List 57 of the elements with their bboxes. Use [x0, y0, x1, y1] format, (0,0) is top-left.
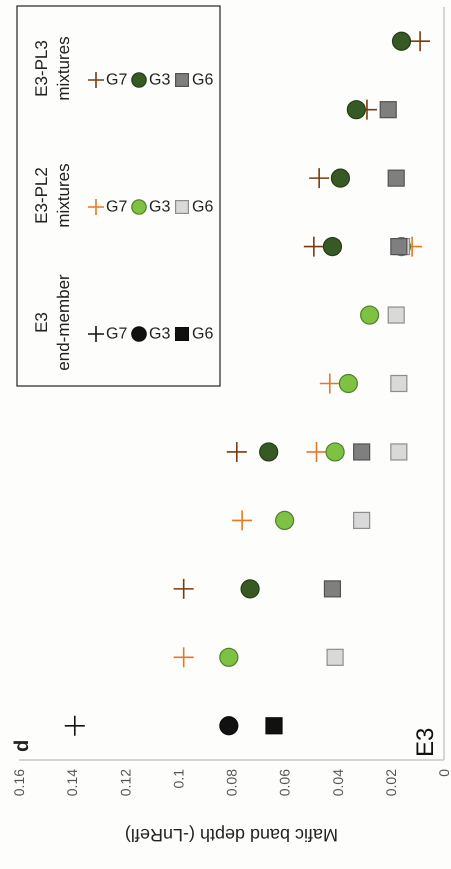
point: [392, 32, 412, 51]
point: [388, 170, 405, 187]
legend-label: G3: [149, 72, 170, 88]
point: [172, 646, 194, 668]
point: [172, 578, 194, 600]
point: [322, 236, 342, 256]
point: [338, 374, 358, 394]
legend-label: G6: [192, 72, 214, 88]
x-tick-label: 0.16: [11, 768, 27, 796]
annotation: E3 end-member: [32, 274, 73, 371]
legend-label: G6: [192, 198, 214, 216]
legend-label: G7: [106, 326, 128, 342]
annotation: E3-PL2 mixtures: [32, 163, 73, 228]
point: [231, 510, 253, 532]
legend-label: G7: [106, 72, 128, 88]
point: [303, 236, 325, 258]
point: [219, 648, 238, 667]
point: [259, 442, 278, 462]
point: [346, 100, 366, 120]
point: [390, 238, 408, 256]
legend-label: G3: [149, 198, 170, 216]
point: [325, 442, 345, 462]
legend-label: G3: [149, 326, 170, 342]
x-tick-label: 0.12: [117, 768, 134, 796]
point: [226, 441, 248, 463]
annotation: d: [11, 740, 33, 752]
legend-label: G6: [192, 326, 214, 342]
point: [390, 374, 408, 392]
point: [388, 306, 405, 324]
point: [306, 441, 328, 463]
x-tick-label: 0.06: [276, 768, 293, 796]
point: [360, 305, 380, 325]
point: [326, 648, 344, 666]
x-tick-label: 0.04: [330, 768, 346, 796]
x-tick-label: 0.1: [170, 768, 186, 788]
x-axis-title: Mafic band depth (-LnRefl): [124, 825, 338, 845]
point: [330, 168, 350, 188]
point: [308, 167, 330, 189]
x-tick-label: 0.02: [382, 768, 399, 796]
point: [409, 30, 431, 52]
x-tick-label: 0.08: [224, 768, 240, 796]
point: [240, 579, 260, 598]
point: [265, 717, 283, 734]
annotation: E3-PL3 mixtures: [32, 36, 73, 101]
point: [390, 443, 408, 461]
point: [219, 716, 238, 736]
point: [324, 580, 342, 598]
point: [64, 714, 86, 737]
point: [318, 372, 341, 394]
annotation: E3: [412, 728, 439, 757]
point: [275, 510, 294, 530]
point: [380, 101, 397, 118]
x-tick-label: 0: [436, 768, 451, 777]
legend-label: G7: [106, 198, 128, 216]
point: [353, 443, 370, 461]
point: [353, 512, 370, 530]
x-tick-label: 0.14: [64, 768, 80, 796]
